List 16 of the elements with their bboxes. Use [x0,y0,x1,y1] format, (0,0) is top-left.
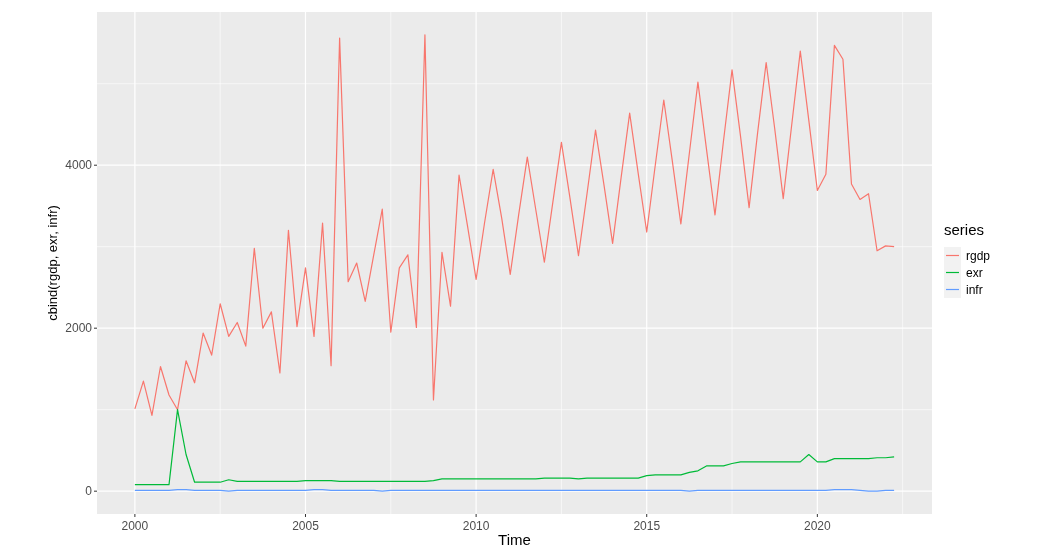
y-tick-label: 4000 [65,158,93,173]
x-tick-label: 2015 [633,519,661,533]
x-axis-title: Time [498,531,531,548]
x-tick-label: 2005 [292,519,320,533]
y-tick-label: 2000 [65,321,93,336]
line-series [134,409,895,486]
legend-title: series [944,221,985,238]
y-tick-label: 0 [85,484,93,499]
legend-label: infr [966,282,983,297]
legend-label: exr [966,265,983,280]
x-tick-label: 2010 [462,519,490,533]
x-tick-label: 2000 [121,519,149,533]
x-tick-label: 2020 [803,519,832,533]
y-axis-title: cbind(rgdp, exr, infr) [45,205,60,321]
line-series [134,34,895,416]
legend-label: rgdp [966,248,991,263]
